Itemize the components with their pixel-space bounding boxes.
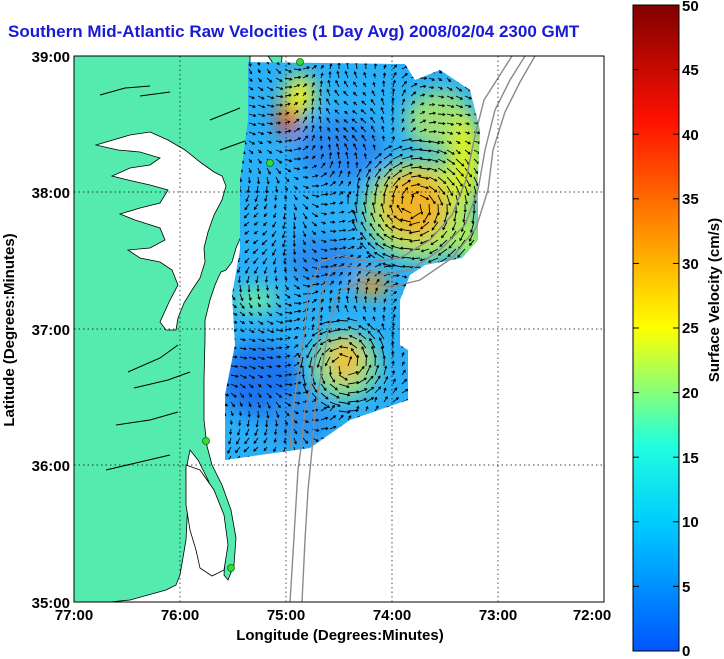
- station-marker: [296, 58, 304, 66]
- velocity-field: [225, 62, 480, 460]
- station-marker: [227, 564, 235, 572]
- y-tick-label: 36:00: [32, 458, 70, 475]
- y-axis-label: Latitude (Degrees:Minutes): [1, 233, 18, 426]
- colorbar-tick-label: 30: [682, 256, 699, 273]
- colorbar-tick-label: 15: [682, 450, 699, 467]
- colorbar-tick-label: 10: [682, 514, 699, 531]
- colorbar-tick-label: 5: [682, 579, 690, 596]
- colorbar: [632, 4, 680, 652]
- colorbar-tick-label: 25: [682, 320, 699, 337]
- map-title: Southern Mid-Atlantic Raw Velocities (1 …: [8, 22, 580, 41]
- river-inlets: [99, 85, 249, 471]
- y-tick-label: 39:00: [32, 49, 70, 66]
- y-tick-label: 35:00: [32, 595, 70, 612]
- colorbar-tick-labels: 50 45 40 35 30 25 20 15 10 5 0: [682, 0, 699, 659]
- chesapeake-bay: [94, 131, 227, 331]
- colorbar-tick-label: 50: [682, 0, 699, 15]
- x-tick-label: 75:00: [267, 607, 305, 624]
- colorbar-tick-label: 45: [682, 62, 699, 79]
- colorbar-tick-label: 40: [682, 127, 699, 144]
- station-marker: [266, 159, 274, 167]
- colorbar-tick-label: 35: [682, 191, 699, 208]
- x-tick-label: 74:00: [373, 607, 411, 624]
- colorbar-ticks: [633, 4, 679, 652]
- x-tick-labels: 77:00 76:00 75:00 74:00 73:00 72:00: [55, 607, 611, 624]
- x-tick-label: 72:00: [573, 607, 611, 624]
- pamlico-sound: [185, 464, 229, 577]
- colorbar-tick-label: 20: [682, 385, 699, 402]
- colorbar-label: Surface Velocity (cm/s): [706, 218, 723, 382]
- x-axis-label: Longitude (Degrees:Minutes): [236, 627, 444, 644]
- axes-frame: [73, 55, 605, 603]
- bathymetry-contours: [289, 56, 536, 602]
- y-tick-labels: 39:00 38:00 37:00 36:00 35:00: [32, 49, 70, 612]
- y-tick-label: 37:00: [32, 322, 70, 339]
- x-tick-label: 76:00: [161, 607, 199, 624]
- x-tick-label: 73:00: [479, 607, 517, 624]
- radar-stations: [202, 58, 304, 572]
- y-tick-label: 38:00: [32, 185, 70, 202]
- station-marker: [202, 437, 210, 445]
- colorbar-tick-label: 0: [682, 643, 690, 659]
- grid-lines: [74, 56, 604, 602]
- x-tick-label: 77:00: [55, 607, 93, 624]
